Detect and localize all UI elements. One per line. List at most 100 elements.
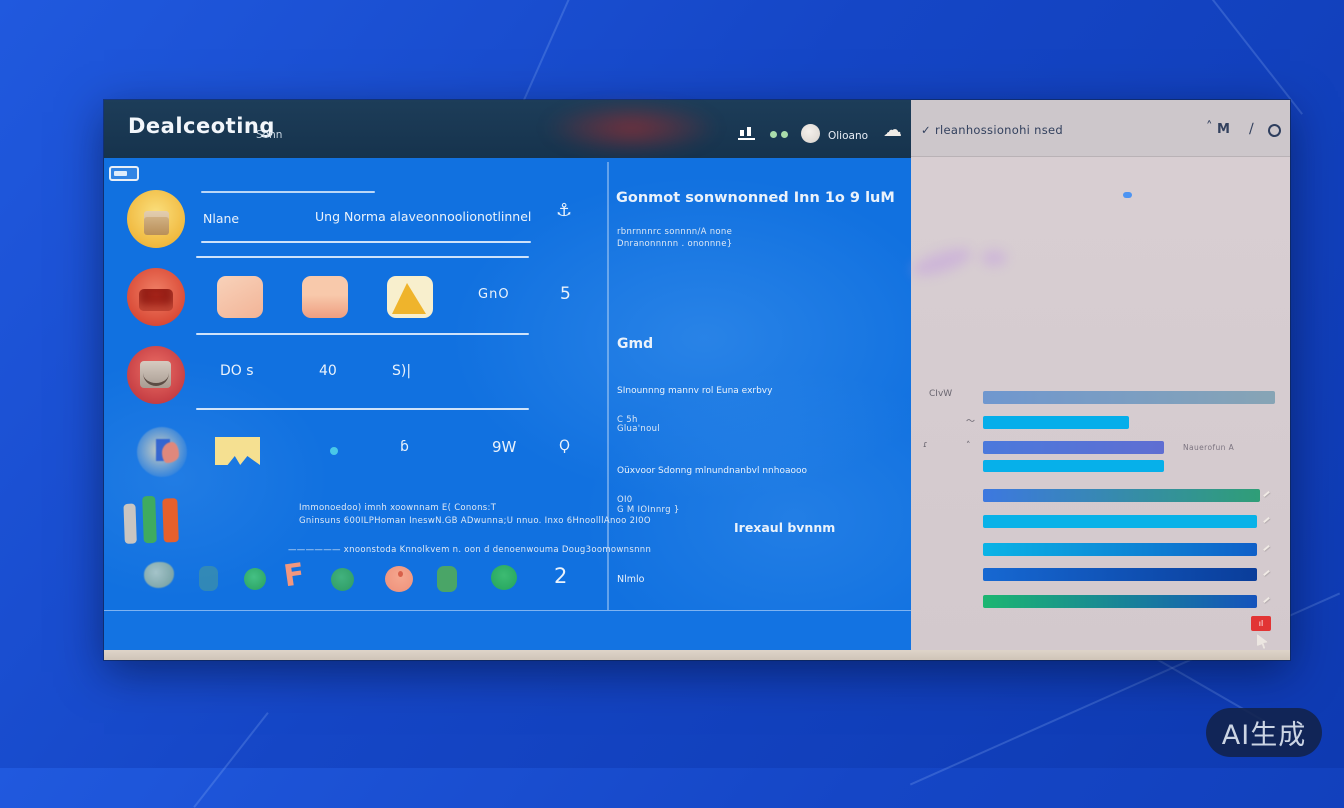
main-content-bg	[104, 158, 911, 610]
middle-sub1: rbnrnnnrc sonnnn/A none	[617, 227, 733, 237]
package-avatar-icon[interactable]	[127, 190, 185, 248]
desktop-streak	[1209, 0, 1303, 115]
m-label: M	[1217, 122, 1231, 137]
green-circle-icon[interactable]	[491, 565, 517, 590]
green-circle-icon[interactable]	[331, 568, 354, 591]
bar-tick	[1263, 569, 1270, 577]
middle-line3: SInounnng mannv rol Euna exrbvy	[617, 386, 773, 396]
right-panel-header: ✓ rleanhossionohi nsed ˄ M ∕	[911, 100, 1290, 157]
faded-logo-icon	[137, 427, 187, 477]
bar-tick	[1263, 596, 1270, 604]
row3-cell2: 40	[319, 363, 337, 379]
books-icon[interactable]	[123, 495, 179, 544]
middle-section-title: Gmd	[617, 336, 654, 352]
middle-line6a: OI0	[617, 495, 633, 505]
cyan-dot-icon	[330, 447, 338, 455]
row2-text: GnO	[478, 287, 510, 302]
app-window: Dealceoting Sonn Olioano ☁ Nlane Ung Nor…	[103, 99, 1291, 661]
chart-bar	[983, 460, 1164, 472]
thumbnail-mountain[interactable]	[387, 276, 433, 318]
window-footer	[104, 610, 911, 650]
chart-bar	[983, 489, 1260, 502]
green-square-icon[interactable]	[437, 566, 457, 592]
row1-label: Nlane	[203, 211, 240, 226]
slash-icon[interactable]: ∕	[1249, 121, 1255, 137]
chart-bar	[983, 543, 1257, 556]
check-icon: ✓	[921, 123, 931, 137]
desktop-streak	[193, 712, 269, 808]
bar-tick	[1263, 544, 1270, 552]
cloud-icon[interactable]: ☁	[883, 119, 902, 141]
bell-icon[interactable]: Ϙ	[559, 438, 571, 454]
app-title: Dealceoting	[128, 114, 275, 138]
row6-count: 2	[554, 564, 568, 588]
purple-smudge	[981, 250, 1007, 266]
book-orange	[162, 498, 179, 543]
app-subtitle: Sonn	[256, 129, 283, 141]
status-dot-icon	[781, 131, 788, 138]
bag-avatar-icon[interactable]	[127, 346, 185, 404]
right-panel: ✓ rleanhossionohi nsed ˄ M ∕ Nauerofun A…	[909, 100, 1290, 650]
row5-line3: —————— xnoonstoda Knnolkvem n. oon d den…	[288, 545, 652, 555]
bar-tick	[1263, 490, 1270, 498]
bar-axis-mark: ɾ	[923, 440, 928, 450]
window-bottom-strip	[104, 650, 1290, 660]
divider-line	[196, 408, 529, 410]
leaf-hand-icon[interactable]	[144, 562, 174, 588]
chart-bar	[983, 595, 1257, 608]
salmon-circle-icon[interactable]	[385, 566, 413, 592]
chart-bar	[983, 515, 1257, 528]
thumbnail-1[interactable]	[217, 276, 263, 318]
ai-watermark: AI生成	[1206, 708, 1322, 757]
row5-line2: Gninsuns 600ILPHoman IneswN.GB ADwunna;U…	[299, 516, 651, 526]
bar-chart-icon[interactable]	[738, 127, 755, 140]
green-circle-icon[interactable]	[244, 568, 266, 590]
header-red-glow	[544, 102, 719, 154]
middle-line5: Oüxvoor Sdonng mlnundnanbvl nnhoaooo	[617, 466, 807, 476]
blue-dot-marker	[1123, 192, 1132, 198]
bars-area: Nauerofun A CIvW ～ ɾ ˄	[911, 100, 1290, 650]
divider-line	[196, 256, 529, 258]
desktop-streak	[519, 0, 573, 109]
middle-heading: Gonmot sonwnonned Inn 1o 9 luM	[616, 190, 895, 206]
user-name: Olioano	[828, 130, 869, 142]
right-panel-title: rleanhossionohi nsed	[935, 123, 1063, 137]
tag-icon[interactable]	[109, 166, 139, 181]
bar-tick	[1263, 516, 1270, 524]
column-divider	[607, 162, 609, 610]
bar-annotation: Nauerofun A	[1183, 443, 1235, 452]
thumbnail-2[interactable]	[302, 276, 348, 318]
chart-bar	[983, 441, 1164, 454]
middle-line7: Nlmlo	[617, 574, 645, 585]
bar-axis-mark: ～	[966, 417, 976, 427]
anchor-download-icon[interactable]: ⚓	[556, 200, 573, 221]
middle-line4a: C 5h	[617, 415, 638, 425]
red-avatar-icon[interactable]	[127, 268, 185, 326]
row2-count: 5	[560, 284, 571, 304]
row1-topline	[201, 191, 375, 193]
row1-text: Ung Norma alaveonnoolionotlinnel	[315, 209, 532, 224]
mouse-cursor-icon	[1257, 634, 1268, 649]
row3-cell1: DO s	[220, 363, 254, 379]
app-header: Dealceoting Sonn Olioano ☁	[104, 100, 911, 158]
red-chart-badge[interactable]: ıl	[1251, 616, 1271, 631]
chart-bar	[983, 568, 1257, 581]
caret-icon: ˄	[1206, 120, 1213, 135]
divider-line	[196, 333, 529, 335]
bar-axis-mark: CIvW	[929, 389, 953, 399]
book-green	[142, 495, 157, 544]
middle-bold-label[interactable]: Irexaul bvnnm	[734, 520, 836, 535]
middle-sub2: Dnranonnnnn . ononnne}	[617, 239, 733, 249]
divider-line	[201, 241, 531, 243]
hook-glyph-icon: ɓ	[400, 439, 409, 455]
user-avatar[interactable]	[801, 124, 820, 143]
row3-cell3: S)|	[392, 363, 412, 379]
chart-bar	[983, 416, 1129, 429]
middle-line4b: Glua'noul	[617, 424, 660, 434]
row5-line1: Immonoedoo) imnh xoownnam E( Conons:T	[299, 503, 497, 513]
teal-square-icon[interactable]	[199, 566, 218, 591]
book-gray	[123, 503, 137, 544]
circle-icon[interactable]	[1268, 124, 1281, 137]
middle-line6b: G M IOInnrg }	[617, 505, 680, 515]
chart-bar	[983, 391, 1275, 404]
